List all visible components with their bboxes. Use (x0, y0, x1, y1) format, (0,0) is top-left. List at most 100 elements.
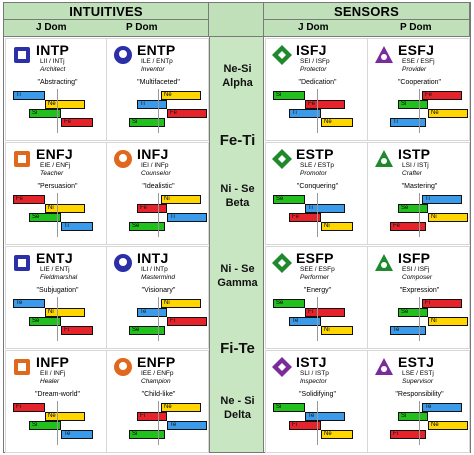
socionics-label: LII / INTj (40, 58, 65, 65)
function-bar-ni: Ni (45, 308, 85, 317)
role-label: Performer (300, 274, 329, 281)
bar-axis-line (57, 89, 58, 133)
intuitives-header: INTUITIVES (4, 3, 209, 20)
function-bar-ti: Ti (289, 109, 321, 118)
function-bar-ne: Ne (45, 412, 85, 421)
function-bar-se: Se (273, 299, 305, 308)
bar-axis-line (158, 297, 159, 341)
bar-axis-line (419, 89, 420, 133)
function-bar-fi: Fi (167, 317, 207, 326)
type-quote: "Solidifying" (299, 391, 336, 398)
socionics-label: EII / INFj (40, 370, 66, 377)
role-label: Provider (402, 66, 427, 73)
supervisor-icon (375, 358, 393, 375)
socionics-label: IEI / INFp (141, 162, 169, 169)
function-bar-ne: Ne (45, 100, 85, 109)
type-quote: "Dream-world" (34, 391, 81, 398)
function-bar-fi: Fi (61, 326, 93, 335)
quadra-gamma-name: Gamma (217, 277, 258, 289)
type-code: ENFJ (36, 146, 73, 162)
function-bar-ti: Ti (390, 118, 426, 127)
teacher-icon (14, 151, 30, 167)
quadra-beta-functions: Ni - Se (220, 183, 255, 195)
type-code: ESTP (296, 146, 334, 162)
bar-axis-line (419, 297, 420, 341)
architect-icon (14, 47, 30, 63)
function-bar-fi: Fi (289, 421, 321, 430)
type-quote: "Subjugation" (36, 287, 79, 294)
type-code: INFJ (137, 146, 169, 162)
bar-axis-line (419, 193, 420, 237)
socionics-label: SEI / ISFp (300, 58, 330, 65)
j-dom-label-right: J Dom (298, 22, 329, 33)
socionics-label: IEE / ENFp (141, 370, 174, 377)
type-card-esfj: ESFJ ESE / ESFj Provider "Cooperation" Fe Si N… (367, 38, 470, 141)
function-bar-si: Si (29, 421, 61, 430)
healer-icon (14, 359, 30, 375)
chess-rook-icon (114, 254, 132, 272)
function-bar-si: Si (129, 118, 165, 127)
function-bar-se: Se (398, 204, 428, 213)
function-bar-se: Se (129, 326, 165, 335)
p-dom-label-left: P Dom (126, 22, 158, 33)
bar-axis-line (57, 193, 58, 237)
function-bar-ne: Ne (321, 118, 353, 127)
type-card-isfp: ISFP ESI / ISFj Composer "Expression" Fi Se Ni… (367, 246, 470, 349)
function-bar-fe: Fe (305, 100, 345, 109)
intuitives-subheader: J Dom P Dom (4, 20, 209, 37)
role-label: Inventor (141, 66, 165, 73)
bar-axis-line (317, 89, 318, 133)
type-quote: "Abstracting" (37, 79, 78, 86)
quadra-gamma-functions: Ni - Se (220, 263, 255, 275)
function-bar-te: Te (13, 299, 45, 308)
bar-axis-line (158, 89, 159, 133)
function-bar-ne: Ne (161, 91, 201, 100)
function-bar-si: Si (273, 403, 305, 412)
function-bar-ni: Ni (321, 326, 353, 335)
function-bar-fe: Fe (167, 109, 207, 118)
function-bar-te: Te (61, 430, 93, 439)
function-bar-si: Si (273, 91, 305, 100)
function-bar-ni: Ni (428, 213, 468, 222)
function-bar-si: Si (129, 430, 165, 439)
provider-icon (375, 46, 393, 63)
sensors-header: SENSORS (264, 3, 470, 20)
type-quote: "Expression" (399, 287, 440, 294)
function-bar-se: Se (398, 308, 428, 317)
shield-icon (272, 45, 292, 65)
function-bar-fi: Fi (422, 299, 462, 308)
bar-axis-line (158, 401, 159, 445)
socionics-label: SLI / ISTp (300, 370, 329, 377)
function-bar-fe: Fe (13, 195, 45, 204)
type-card-esfp: ESFP SEE / ESFp Performer "Energy" Se Fi Te Ni (265, 246, 368, 349)
role-label: Architect (40, 66, 66, 73)
type-card-intj: INTJ ILI / INTp Mastermind "Visionary" Ni Te F… (106, 246, 209, 349)
role-label: Promotor (300, 170, 327, 177)
type-card-enfj: ENFJ EIE / ENFj Teacher "Persuasion" Fe Ni Se T… (5, 142, 108, 245)
type-card-intp: INTP LII / INTj Architect "Abstracting" Ti Ne… (5, 38, 108, 141)
function-bar-se: Se (29, 317, 61, 326)
socionics-label: LIE / ENTj (40, 266, 70, 273)
function-bar-te: Te (422, 403, 462, 412)
counselor-icon (114, 150, 132, 168)
quadra-delta-name: Delta (224, 409, 251, 421)
bar-axis-line (57, 297, 58, 341)
type-code: ISFJ (296, 42, 327, 58)
bar-axis-line (317, 401, 318, 445)
quadra-alpha-functions: Ne-Si (223, 63, 252, 75)
socionics-label: LSE / ESTj (402, 370, 434, 377)
type-quote: "Child-like" (141, 391, 176, 398)
type-code: INFP (36, 354, 70, 370)
function-bar-ti: Ti (61, 222, 93, 231)
socionics-label: EIE / ENFj (40, 162, 71, 169)
role-label: Champion (141, 378, 171, 385)
function-bar-ni: Ni (161, 299, 201, 308)
quadra-beta-name: Beta (225, 197, 250, 209)
socionics-label: ILE / ENTp (141, 58, 173, 65)
type-code: INTJ (137, 250, 169, 266)
type-card-estp: ESTP SLE / ESTp Promotor "Conquering" Se Ti Fe… (265, 142, 368, 245)
role-label: Mastermind (141, 274, 175, 281)
role-label: Supervisor (402, 378, 434, 385)
function-bar-te: Te (137, 308, 167, 317)
function-bar-ni: Ni (161, 195, 201, 204)
